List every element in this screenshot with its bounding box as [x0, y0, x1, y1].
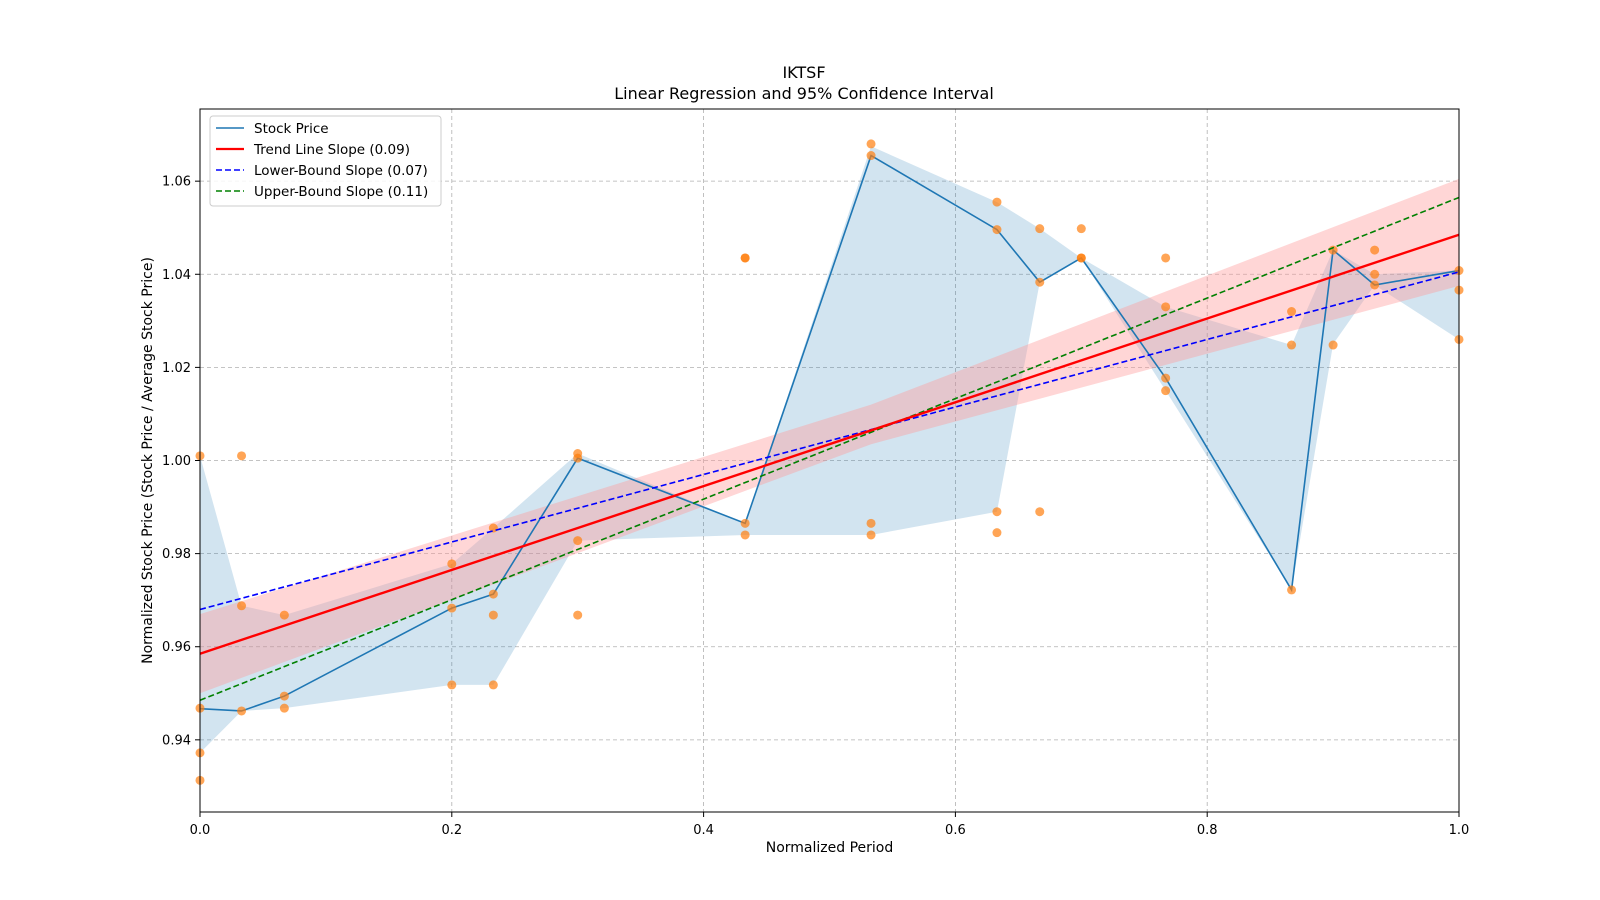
y-tick-label: 1.04 [162, 268, 191, 283]
y-tick-label: 1.00 [162, 454, 191, 469]
y-tick-label: 0.98 [162, 547, 191, 562]
x-tick-label: 0.8 [1197, 823, 1218, 838]
x-tick-label: 0.6 [945, 823, 966, 838]
y-tick-label: 0.94 [162, 733, 191, 748]
x-tick-label: 0.2 [441, 823, 462, 838]
scatter-point [1035, 277, 1045, 287]
x-tick-label: 1.0 [1449, 823, 1470, 838]
scatter-point [992, 507, 1002, 517]
scatter-point [992, 225, 1002, 235]
scatter-point [279, 703, 289, 713]
legend-box [209, 115, 442, 207]
scatter-point [1161, 386, 1171, 396]
legend-label: Stock Price [254, 121, 329, 137]
scatter-point [740, 518, 750, 528]
chart-title: IKTSF [782, 63, 825, 82]
scatter-point [1370, 269, 1380, 279]
scatter-point [1161, 373, 1171, 383]
scatter-point [992, 197, 1002, 207]
scatter-point [866, 530, 876, 540]
scatter-point [573, 610, 583, 620]
scatter-point [740, 253, 750, 263]
scatter-point [237, 706, 247, 716]
scatter-point [866, 151, 876, 161]
scatter-point [1328, 340, 1338, 350]
x-tick-label: 0.0 [190, 823, 211, 838]
scatter-point [1035, 507, 1045, 517]
trend-line [199, 233, 1460, 655]
scatter-point [1076, 253, 1086, 263]
scatter-point [447, 559, 457, 569]
scatter-point [279, 691, 289, 701]
x-axis-label: Normalized Period [766, 840, 894, 856]
scatter-point [279, 610, 289, 620]
scatter-point [1370, 280, 1380, 290]
scatter-point [573, 453, 583, 463]
y-axis-label: Normalized Stock Price (Stock Price / Av… [140, 257, 156, 664]
legend-label: Trend Line Slope (0.09) [253, 142, 410, 158]
scatter-point [1161, 253, 1171, 263]
plot-series [195, 139, 1464, 785]
x-tick-label: 0.4 [693, 823, 714, 838]
scatter-point [1287, 307, 1297, 317]
upper-bound-slope-line [199, 196, 1460, 702]
scatter-point [1161, 302, 1171, 312]
legend-label: Lower-Bound Slope (0.07) [254, 163, 428, 179]
scatter-point [488, 610, 498, 620]
scatter-point [992, 528, 1002, 538]
lower-bound-slope-line [199, 271, 1460, 611]
scatter-point [573, 536, 583, 546]
scatter-point [447, 680, 457, 690]
stock-price-line [199, 154, 1460, 712]
scatter-point [1035, 224, 1045, 234]
scatter-point [1076, 224, 1086, 234]
y-tick-label: 1.06 [162, 175, 191, 190]
trend-confidence-band [200, 178, 1459, 694]
scatter-point [866, 139, 876, 149]
scatter-point [740, 530, 750, 540]
scatter-point [237, 451, 247, 461]
scatter-point [1287, 340, 1297, 350]
chart-subtitle: Linear Regression and 95% Confidence Int… [614, 84, 994, 103]
y-tick-label: 0.96 [162, 640, 191, 655]
scatter-point [1287, 585, 1297, 595]
legend: Stock Price Trend Line Slope (0.09) Lower-… [209, 115, 442, 207]
scatter-point [1370, 245, 1380, 255]
scatter-point [488, 589, 498, 599]
legend-label: Upper-Bound Slope (0.11) [254, 184, 428, 200]
scatter-point [447, 603, 457, 613]
scatter-point [488, 680, 498, 690]
scatter-point [237, 601, 247, 611]
axis-ticks: 0.0 0.2 0.4 0.6 0.8 1.0 0.94 0.96 0.98 1.00 1.02 1.… [162, 175, 1469, 838]
y-tick-label: 1.02 [162, 361, 191, 376]
scatter-point [866, 518, 876, 528]
